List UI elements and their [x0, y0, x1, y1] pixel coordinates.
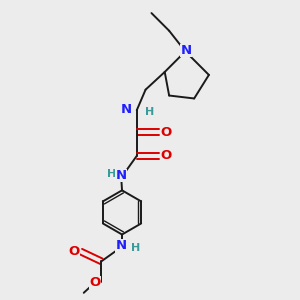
Text: N: N [120, 103, 131, 116]
Text: H: H [106, 169, 116, 178]
Text: O: O [160, 126, 172, 139]
Text: O: O [69, 245, 80, 258]
Text: O: O [160, 149, 172, 162]
Text: N: N [180, 44, 191, 57]
Text: N: N [116, 169, 127, 182]
Text: H: H [131, 243, 141, 253]
Text: H: H [145, 107, 154, 117]
Text: O: O [89, 276, 100, 289]
Text: N: N [115, 239, 126, 253]
